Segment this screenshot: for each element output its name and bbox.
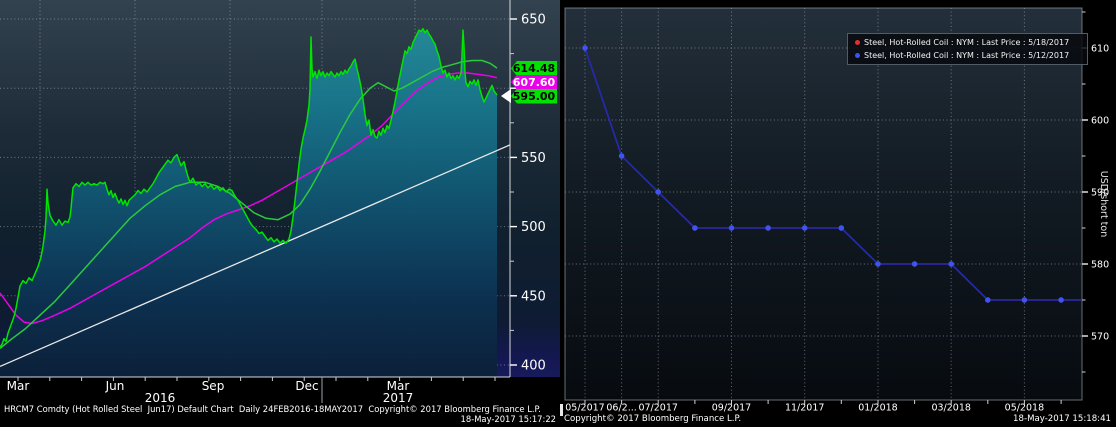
y-axis-tick-label: 610 xyxy=(1091,44,1109,55)
copyright-footer: Copyright© 2017 Bloomberg Finance L.P. xyxy=(564,414,742,424)
month-label: Sep xyxy=(202,379,225,393)
legend-label: Steel, Hot-Rolled Coil : NYM : Last Pric… xyxy=(864,38,1070,47)
panel-grip[interactable] xyxy=(560,404,563,416)
x-axis-tick-label: 05/2018 xyxy=(1005,403,1044,414)
legend-label: Steel, Hot-Rolled Coil : NYM : Last Pric… xyxy=(864,51,1070,60)
legend-item[interactable]: Steel, Hot-Rolled Coil : NYM : Last Pric… xyxy=(855,49,1087,62)
legend[interactable]: Steel, Hot-Rolled Coil : NYM : Last Pric… xyxy=(847,33,1088,65)
x-axis-tick-label: 09/2017 xyxy=(712,403,751,414)
price-history-chart[interactable]: 650600550500450400MarJunSepDecMar2016201… xyxy=(0,0,560,427)
data-point-marker xyxy=(692,225,698,231)
y-axis-tick-label: 600 xyxy=(1091,116,1109,127)
y-axis-tick-label: 400 xyxy=(521,359,546,374)
month-label: Mar xyxy=(387,379,410,393)
legend-item[interactable]: Steel, Hot-Rolled Coil : NYM : Last Pric… xyxy=(855,36,1087,49)
data-point-marker xyxy=(765,225,771,231)
y-axis-tick-label: 450 xyxy=(521,289,546,304)
month-label: Jun xyxy=(105,379,125,393)
chart-description-footer: HRCM7 Comdty (Hot Rolled Steel Jun17) De… xyxy=(4,404,541,414)
price-area-fill xyxy=(0,28,497,377)
month-label: Mar xyxy=(7,379,30,393)
x-axis-tick-label: 11/2017 xyxy=(785,403,824,414)
red-series-dot-icon xyxy=(855,40,860,45)
last-price-arrow-icon xyxy=(501,89,511,103)
data-point-marker xyxy=(802,225,808,231)
y-axis-tick-label: 650 xyxy=(521,13,546,28)
data-point-marker xyxy=(875,261,881,267)
data-point-marker xyxy=(1021,297,1028,303)
axis-band xyxy=(0,377,560,427)
x-axis-tick-label: 05/2017 xyxy=(565,403,604,414)
month-label: Dec xyxy=(295,379,318,393)
year-label: 2016 xyxy=(145,391,176,405)
left-chart-panel: 650600550500450400MarJunSepDecMar2016201… xyxy=(0,0,560,427)
data-point-marker xyxy=(582,45,588,51)
left-timestamp: 18-May-2017 15:17:22 xyxy=(460,414,556,424)
y-axis-tick-label: 590 xyxy=(1091,188,1109,199)
moving-average-line-green xyxy=(0,59,498,349)
y-axis-tick-label: 550 xyxy=(521,151,546,166)
y-axis-tick-label: 500 xyxy=(521,220,546,235)
forward-curve-chart[interactable]: 610 600 590 580 570 05/2017 06/2... 07/2017 09/2… xyxy=(560,0,1116,427)
right-chart-panel: 610 600 590 580 570 05/2017 06/2... 07/2017 09/2… xyxy=(560,0,1116,427)
data-point-marker xyxy=(985,297,991,303)
data-point-marker xyxy=(948,261,954,267)
data-point-marker xyxy=(728,225,735,231)
x-axis-tick-label: 03/2018 xyxy=(931,403,970,414)
data-point-marker xyxy=(1058,297,1064,303)
x-axis-tick-label: 07/2017 xyxy=(638,403,677,414)
data-point-marker xyxy=(618,153,625,159)
x-axis-tick-label: 06/2... xyxy=(606,403,636,414)
chart-background xyxy=(565,8,1082,400)
y-axis-tick-label: 570 xyxy=(1091,332,1109,343)
y-axis-title: USD/short ton xyxy=(1098,171,1109,238)
y-axis-tick-label: 580 xyxy=(1091,260,1109,271)
blue-series-dot-icon xyxy=(855,53,860,58)
x-axis-tick-label: 01/2018 xyxy=(858,403,897,414)
plot-frame xyxy=(564,7,1083,401)
ma-green-price-tag[interactable]: 614.48 xyxy=(511,61,557,76)
year-label: 2017 xyxy=(383,391,414,405)
data-point-marker xyxy=(911,261,918,267)
data-point-marker xyxy=(655,189,661,195)
trend-line xyxy=(0,144,511,367)
ma-magenta-price-tag[interactable]: 607.60 xyxy=(511,74,557,90)
data-point-marker xyxy=(838,225,844,231)
price-line xyxy=(0,27,498,348)
moving-average-line-magenta xyxy=(0,72,498,325)
last-price-tag[interactable]: 595.00 xyxy=(511,88,557,104)
right-timestamp: 18-May-2017 15:18:41 xyxy=(1013,414,1111,424)
